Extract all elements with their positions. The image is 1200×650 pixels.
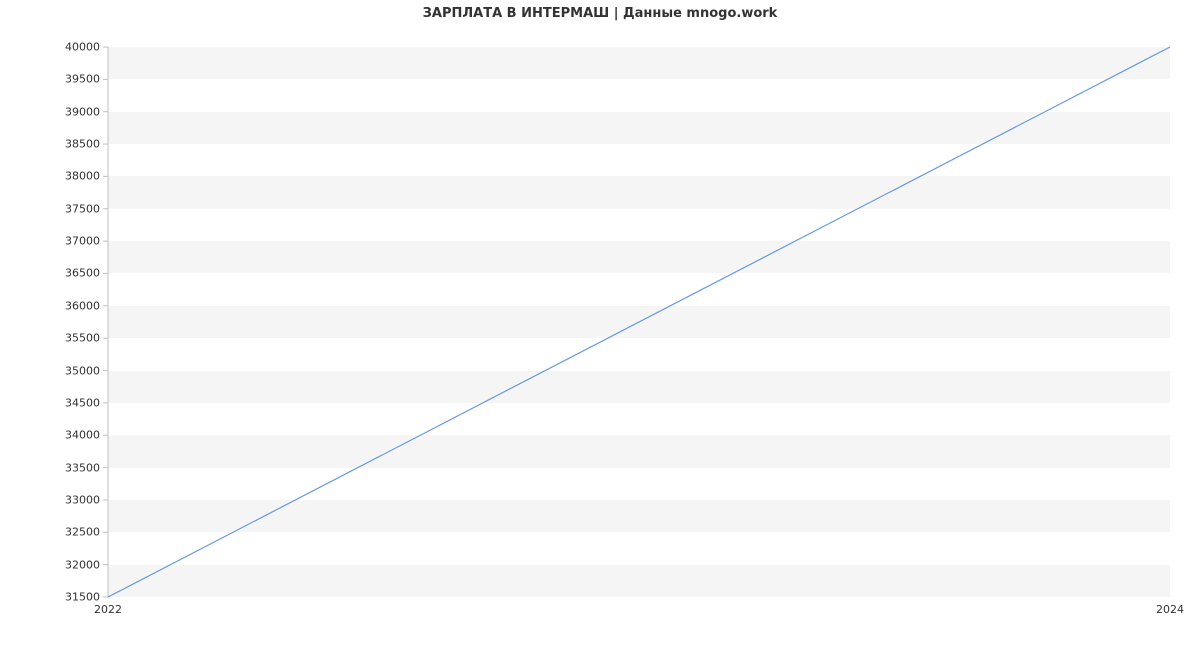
salary-line-chart: ЗАРПЛАТА В ИНТЕРМАШ | Данные mnogo.work …	[0, 0, 1200, 650]
series-line-salary	[108, 47, 1170, 597]
line-layer	[0, 0, 1200, 650]
